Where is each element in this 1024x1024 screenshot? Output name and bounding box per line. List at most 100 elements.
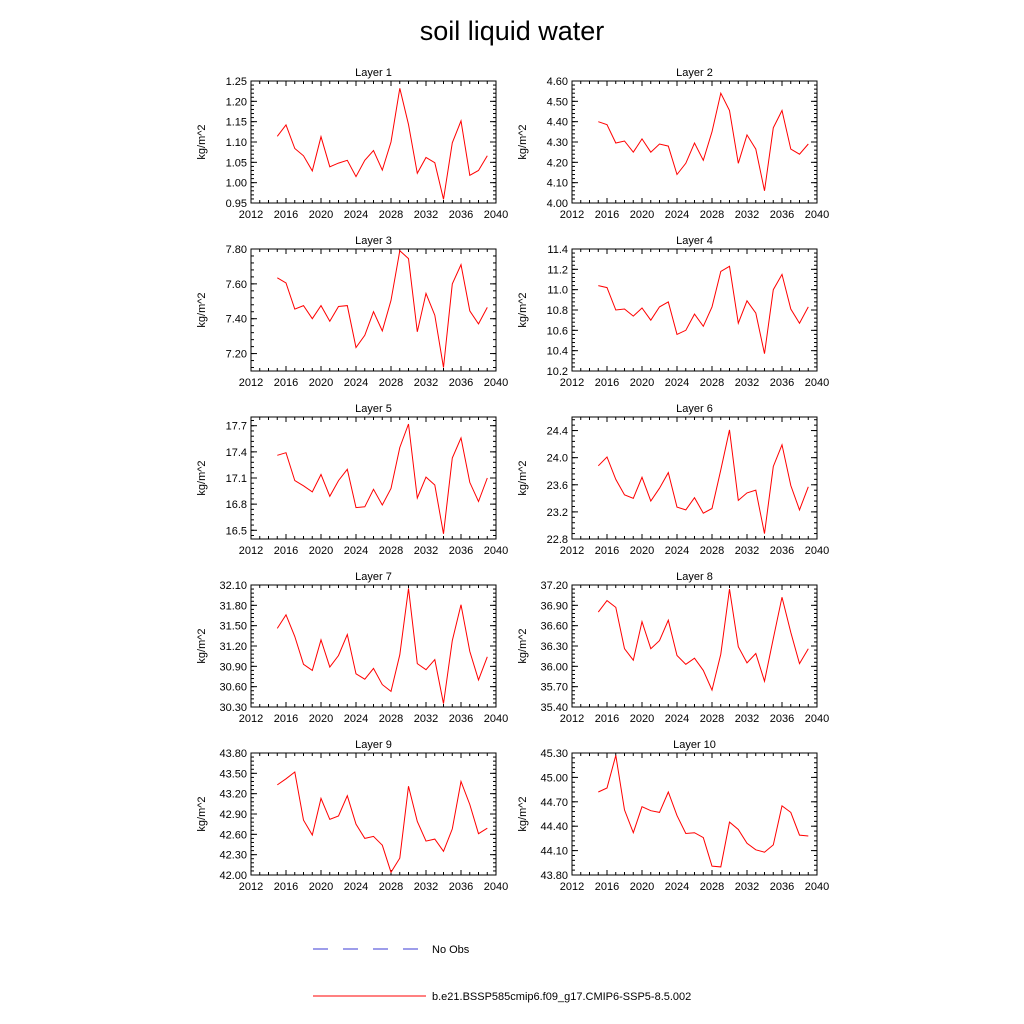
panel-layer-10: Layer 10 2012 2016 2020 2024 2028 2032 2036 2040… <box>517 739 829 893</box>
panel-title: Layer 2 <box>676 67 713 79</box>
series-line <box>277 249 488 368</box>
series-line <box>277 771 488 874</box>
y-tick-label: 4.40 <box>547 117 568 129</box>
x-tick-label: 2024 <box>344 881 368 893</box>
panel-title: Layer 6 <box>676 403 713 415</box>
x-tick-label: 2016 <box>274 881 298 893</box>
y-tick-label: 37.20 <box>540 580 568 592</box>
y-tick-label: 11.2 <box>547 264 568 276</box>
plot-frame <box>571 416 818 540</box>
series-line <box>276 88 488 200</box>
y-tick-label: 42.90 <box>219 809 247 821</box>
y-tick-label: 24.4 <box>547 426 568 438</box>
y-tick-label: 11.0 <box>547 285 568 297</box>
y-tick-label: 4.60 <box>547 76 568 88</box>
panel-layer-8: Layer 8 2012 2016 2020 2024 2028 2032 2036 2040 3… <box>517 571 829 725</box>
x-tick-label: 2020 <box>309 209 333 221</box>
legend-obs-label: No Obs <box>432 944 470 956</box>
series-line <box>276 588 488 704</box>
y-tick-label: 0.95 <box>226 198 247 210</box>
y-axis-label: kg/m^2 <box>196 292 208 327</box>
panel-title: Layer 8 <box>676 571 713 583</box>
y-tick-label: 42.30 <box>219 850 247 862</box>
x-tick-label: 2012 <box>560 377 584 389</box>
y-tick-label: 1.25 <box>226 76 247 88</box>
legend: No Obs b.e21.BSSP585cmip6.f09_g17.CMIP6-… <box>313 944 691 1003</box>
x-tick-label: 2040 <box>484 377 508 389</box>
panel-layer-7: Layer 7 2012 2016 2020 2024 2028 2032 2036 2040 3… <box>196 571 508 725</box>
x-tick-label: 2040 <box>805 209 829 221</box>
y-tick-label: 36.00 <box>540 661 568 673</box>
y-axis-label: kg/m^2 <box>517 628 529 663</box>
x-tick-label: 2016 <box>595 545 619 557</box>
x-tick-label: 2032 <box>414 209 438 221</box>
x-tick-label: 2028 <box>379 881 403 893</box>
y-tick-label: 31.50 <box>219 621 247 633</box>
y-tick-label: 1.15 <box>226 117 247 129</box>
legend-model-label: b.e21.BSSP585cmip6.f09_g17.CMIP6-SSP5-8.… <box>432 991 691 1003</box>
x-tick-label: 2012 <box>560 545 584 557</box>
x-tick-label: 2032 <box>414 545 438 557</box>
panel-title: Layer 10 <box>673 739 716 751</box>
x-tick-label: 2028 <box>379 209 403 221</box>
x-tick-label: 2020 <box>630 377 654 389</box>
y-tick-label: 43.50 <box>219 768 247 780</box>
x-tick-label: 2020 <box>309 377 333 389</box>
plot-frame <box>250 248 497 372</box>
x-tick-label: 2020 <box>309 881 333 893</box>
x-tick-label: 2024 <box>665 713 689 725</box>
x-tick-label: 2032 <box>414 377 438 389</box>
y-tick-label: 10.2 <box>547 366 568 378</box>
series-line <box>597 429 809 534</box>
x-tick-label: 2016 <box>274 209 298 221</box>
panel-layer-3: Layer 3 2012 2016 2020 2024 2028 2032 2036 2040 7… <box>196 235 508 389</box>
y-tick-label: 43.80 <box>219 748 247 760</box>
panels: Layer 1 2012 2016 2020 2024 2028 2032 2036 2040 0… <box>196 67 829 893</box>
panel-layer-2: Layer 2 2012 2016 2020 2024 2028 2032 2036 2040 4… <box>517 67 829 221</box>
y-tick-label: 23.2 <box>547 507 568 519</box>
y-axis-label: kg/m^2 <box>196 796 208 831</box>
series-line <box>598 755 809 868</box>
x-tick-label: 2040 <box>805 713 829 725</box>
series-line <box>598 265 809 354</box>
y-axis-label: kg/m^2 <box>517 124 529 159</box>
x-tick-label: 2036 <box>770 209 794 221</box>
y-tick-label: 4.00 <box>547 198 568 210</box>
x-tick-label: 2012 <box>560 881 584 893</box>
series-line <box>597 589 809 692</box>
x-tick-label: 2028 <box>700 377 724 389</box>
panel-title: Layer 7 <box>355 571 392 583</box>
x-tick-label: 2036 <box>449 209 473 221</box>
y-tick-label: 4.10 <box>547 178 568 190</box>
y-tick-label: 42.60 <box>219 829 247 841</box>
y-tick-label: 31.80 <box>219 600 247 612</box>
x-tick-label: 2012 <box>239 545 263 557</box>
y-tick-label: 7.20 <box>226 349 247 361</box>
y-tick-label: 44.70 <box>540 797 568 809</box>
y-tick-label: 45.00 <box>540 772 568 784</box>
x-tick-label: 2036 <box>770 713 794 725</box>
y-tick-label: 36.60 <box>540 621 568 633</box>
x-tick-label: 2012 <box>239 881 263 893</box>
y-tick-label: 30.90 <box>219 661 247 673</box>
x-tick-label: 2032 <box>735 377 759 389</box>
y-tick-label: 17.1 <box>226 473 247 485</box>
x-tick-label: 2028 <box>700 881 724 893</box>
x-tick-label: 2024 <box>665 545 689 557</box>
x-tick-label: 2036 <box>449 377 473 389</box>
y-axis-label: kg/m^2 <box>517 460 529 495</box>
y-tick-label: 10.4 <box>547 346 568 358</box>
y-tick-label: 30.30 <box>219 702 247 714</box>
y-tick-label: 1.00 <box>226 178 247 190</box>
y-tick-label: 1.20 <box>226 96 247 108</box>
x-tick-label: 2020 <box>630 881 654 893</box>
x-tick-label: 2020 <box>630 209 654 221</box>
x-tick-label: 2020 <box>630 545 654 557</box>
y-tick-label: 35.70 <box>540 682 568 694</box>
x-tick-label: 2032 <box>735 209 759 221</box>
y-tick-label: 10.8 <box>547 305 568 317</box>
panel-title: Layer 1 <box>355 67 392 79</box>
x-tick-label: 2016 <box>595 713 619 725</box>
x-tick-label: 2032 <box>414 881 438 893</box>
